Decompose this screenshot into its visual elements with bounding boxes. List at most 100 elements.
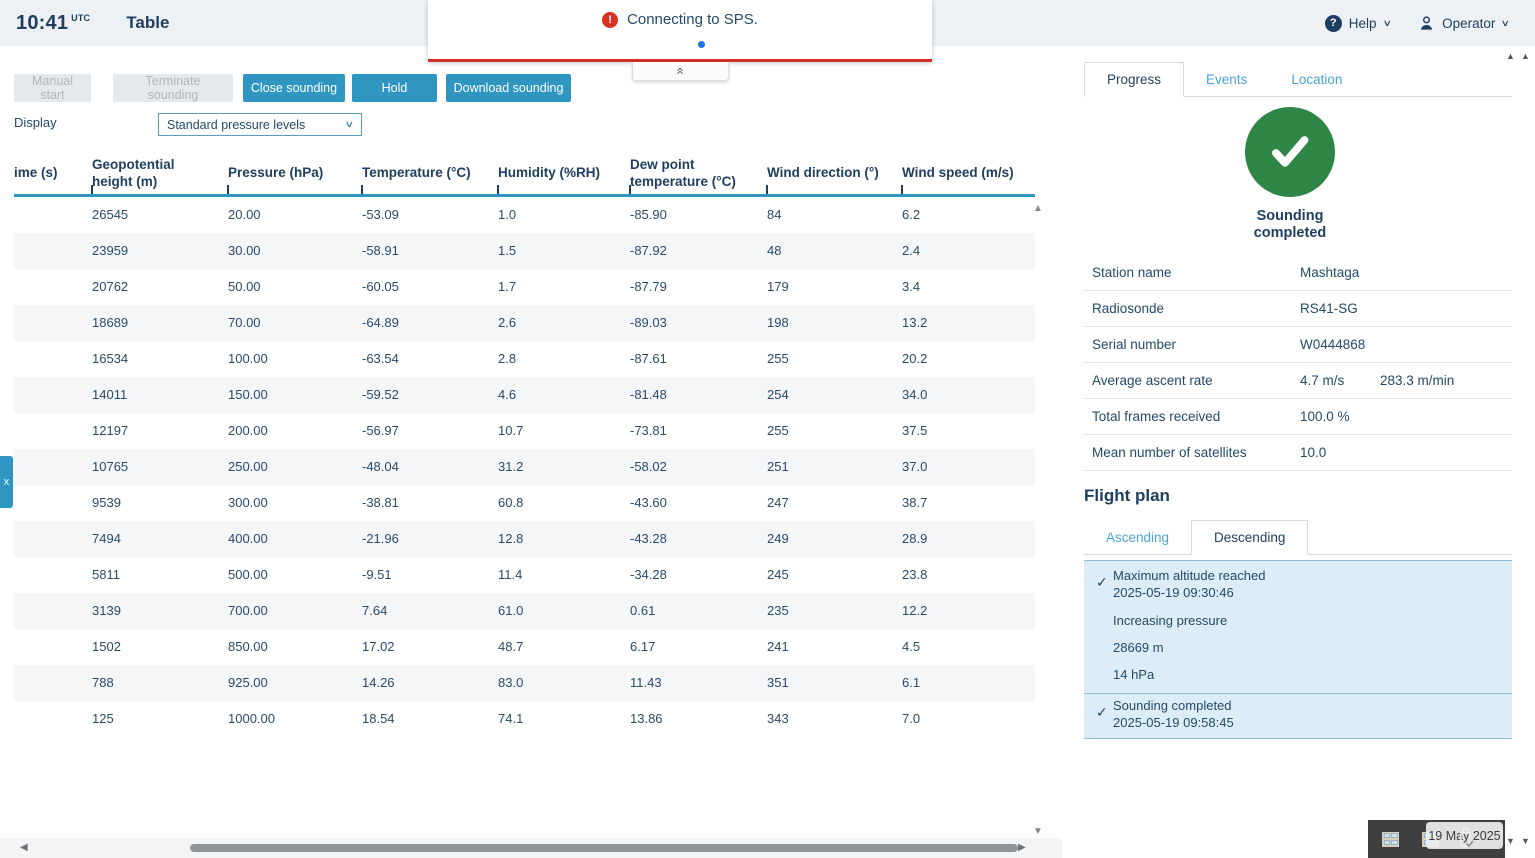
tab-events[interactable]: Events — [1206, 71, 1248, 87]
table-cell: 788 — [92, 675, 114, 690]
detail-label: Average ascent rate — [1092, 373, 1213, 388]
column-header[interactable]: Pressure (hPa) — [227, 153, 362, 194]
table-cell: -34.28 — [630, 567, 667, 582]
table-cell: -63.54 — [362, 351, 399, 366]
table-cell — [14, 449, 92, 485]
detail-label: Mean number of satellites — [1092, 445, 1247, 460]
detail-value: 100.0 % — [1300, 409, 1350, 424]
detail-value: Mashtaga — [1300, 265, 1360, 280]
table-body: 26545 20.00 -53.09 1.0 -85.90 84 6.2 23959 30.00… — [14, 197, 1035, 737]
detail-label: Total frames received — [1092, 409, 1221, 424]
display-select-value: Standard pressure levels — [167, 117, 306, 132]
table-cell — [14, 521, 92, 557]
table-cell: 61.0 — [498, 603, 524, 618]
flight-plan-title: Flight plan — [1084, 486, 1170, 505]
table-row: 20762 50.00 -60.05 1.7 -87.79 179 3.4 — [14, 269, 1035, 305]
flight-plan-item: ✓ Sounding completed 2025-05-19 09:58:45 — [1084, 693, 1512, 739]
table-cell: -73.81 — [630, 423, 667, 438]
table-cell: 20.00 — [228, 207, 261, 222]
table-cell: 5811 — [92, 567, 120, 582]
flight-plan-tab-descending[interactable]: Descending — [1191, 520, 1309, 555]
clock: 10:41 UTC — [16, 11, 91, 34]
close-sounding-button[interactable]: Close sounding — [243, 74, 345, 102]
horizontal-scrollbar-thumb[interactable] — [190, 844, 1018, 852]
table-cell: 48 — [767, 243, 782, 258]
table-cell: 11.4 — [498, 567, 523, 582]
column-header[interactable]: ime (s) — [14, 165, 58, 181]
table-cell: 1.0 — [498, 207, 517, 222]
table-cell: 1.5 — [498, 243, 517, 258]
side-panel: Progress Events Location Sounding complete… — [1072, 46, 1535, 858]
download-sounding-button[interactable]: Download sounding — [446, 74, 571, 102]
window-grid-icon[interactable] — [1382, 831, 1399, 847]
table-cell: 70.00 — [228, 315, 261, 330]
success-check-icon — [1245, 107, 1335, 197]
table-cell: 23959 — [92, 243, 129, 258]
table-cell: 13.86 — [630, 711, 663, 726]
table-cell: -64.89 — [362, 315, 399, 330]
check-icon: ✓ — [1096, 574, 1108, 590]
scroll-right-arrow[interactable]: ▶ — [1018, 842, 1026, 853]
table-cell: 14011 — [92, 387, 128, 402]
column-header[interactable]: Wind speed (m/s) — [901, 153, 1035, 194]
detail-value: 4.7 m/s — [1300, 373, 1345, 388]
scroll-up-arrow[interactable]: ▲ — [1033, 203, 1043, 214]
carousel-dot[interactable] — [698, 41, 705, 48]
table-cell: 84 — [767, 207, 782, 222]
table-cell: 12.2 — [902, 603, 928, 618]
column-header[interactable]: Humidity (%RH) — [497, 153, 630, 194]
horizontal-scrollbar[interactable]: ◀ ▶ — [0, 838, 1062, 858]
operator-menu[interactable]: Operator ∨ — [1418, 15, 1510, 32]
scroll-down-arrow[interactable]: ▼ — [1033, 826, 1043, 837]
table-cell: 17.02 — [362, 639, 395, 654]
detail-value: W0444868 — [1300, 337, 1366, 352]
table-cell: 251 — [767, 459, 789, 474]
table-row: 7494 400.00 -21.96 12.8 -43.28 249 28.9 — [14, 521, 1035, 557]
chevron-down-icon: ∨ — [344, 119, 355, 129]
table-cell: 60.8 — [498, 495, 524, 510]
usb-device-icon[interactable] — [1457, 826, 1474, 855]
hold-button[interactable]: Hold — [352, 74, 437, 102]
tab-location[interactable]: Location — [1291, 71, 1343, 87]
table-cell: 10765 — [92, 459, 129, 474]
column-header[interactable]: Dew point temperature (°C) — [629, 153, 767, 194]
column-header[interactable]: Geopotential height (m) — [91, 153, 228, 194]
check-icon: ✓ — [1096, 704, 1108, 721]
help-menu[interactable]: ? Help ∨ — [1324, 14, 1392, 32]
operator-label: Operator — [1442, 15, 1496, 31]
column-divider — [629, 185, 631, 194]
flight-plan-tabs: Ascending Descending — [1084, 520, 1512, 555]
table-cell: 30.00 — [228, 243, 261, 258]
panel-scroll-down-icon[interactable]: ▼ — [1521, 836, 1530, 846]
table-cell — [14, 377, 92, 413]
date-tooltip: 19 May 2025 — [1426, 822, 1503, 849]
display-label: Display — [14, 115, 57, 130]
panel-scroll-up-icon[interactable]: ▲ — [1521, 51, 1530, 61]
flight-plan-items: ✓ Maximum altitude reached 2025-05-19 09:3… — [1084, 560, 1512, 739]
chevron-down-icon: ∨ — [1382, 17, 1392, 28]
table-cell: -21.96 — [362, 531, 399, 546]
notification-collapse-button[interactable]: « — [632, 62, 729, 81]
flight-plan-tab-ascending[interactable]: Ascending — [1106, 529, 1170, 545]
table-cell: 1.7 — [498, 279, 517, 294]
detail-value: RS41-SG — [1300, 301, 1358, 316]
table-cell: 247 — [767, 495, 789, 510]
table-cell: -87.92 — [630, 243, 667, 258]
table-cell: -43.28 — [630, 531, 667, 546]
column-header[interactable]: Temperature (°C) — [361, 153, 498, 194]
column-divider — [901, 185, 903, 194]
table-cell: 1502 — [92, 639, 121, 654]
table-cell: 11.43 — [630, 675, 662, 690]
side-flyout-tab[interactable]: x — [0, 456, 13, 508]
table-cell: 34.0 — [902, 387, 928, 402]
panel-scroll-down-icon[interactable]: ▼ — [1506, 836, 1515, 846]
column-header[interactable]: Wind direction (°) — [766, 153, 902, 194]
table-cell: -59.52 — [362, 387, 399, 402]
table-cell: -81.48 — [630, 387, 667, 402]
panel-scroll-up-icon[interactable]: ▲ — [1506, 51, 1515, 61]
tab-progress[interactable]: Progress — [1084, 62, 1185, 97]
table-cell: 255 — [767, 423, 789, 438]
table-header-row: ime (s) Geopotential height (m) Pressure (… — [14, 153, 1035, 197]
display-select[interactable]: Standard pressure levels ∨ — [158, 113, 362, 136]
scroll-left-arrow[interactable]: ◀ — [20, 842, 28, 853]
